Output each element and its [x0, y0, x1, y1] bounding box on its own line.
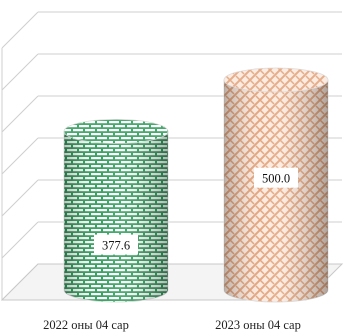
bar-top-cap	[63, 119, 169, 144]
gridline	[1, 53, 342, 91]
gridline	[1, 11, 342, 49]
bar-shading	[64, 131, 168, 302]
bar-top-highlight	[64, 119, 168, 144]
bar-shading	[224, 80, 328, 302]
bar-top-cap	[223, 67, 329, 93]
category-label: 2022 оны 04 сар	[43, 318, 129, 332]
value-labels: 377.6 500.0	[94, 167, 298, 255]
data-label: 377.6	[94, 234, 138, 255]
data-label-box	[94, 234, 138, 255]
data-label-text: 377.6	[102, 239, 130, 253]
bars	[63, 67, 329, 303]
data-label: 500.0	[254, 167, 298, 188]
category-labels: 2022 оны 04 сар 2023 оны 04 сар	[43, 318, 301, 332]
bar-2	[223, 67, 329, 303]
data-label-text: 500.0	[262, 172, 290, 186]
data-label-box	[254, 167, 298, 188]
category-label: 2023 оны 04 сар	[215, 318, 301, 332]
bar-1	[63, 119, 169, 303]
bar-top-highlight	[224, 68, 328, 92]
